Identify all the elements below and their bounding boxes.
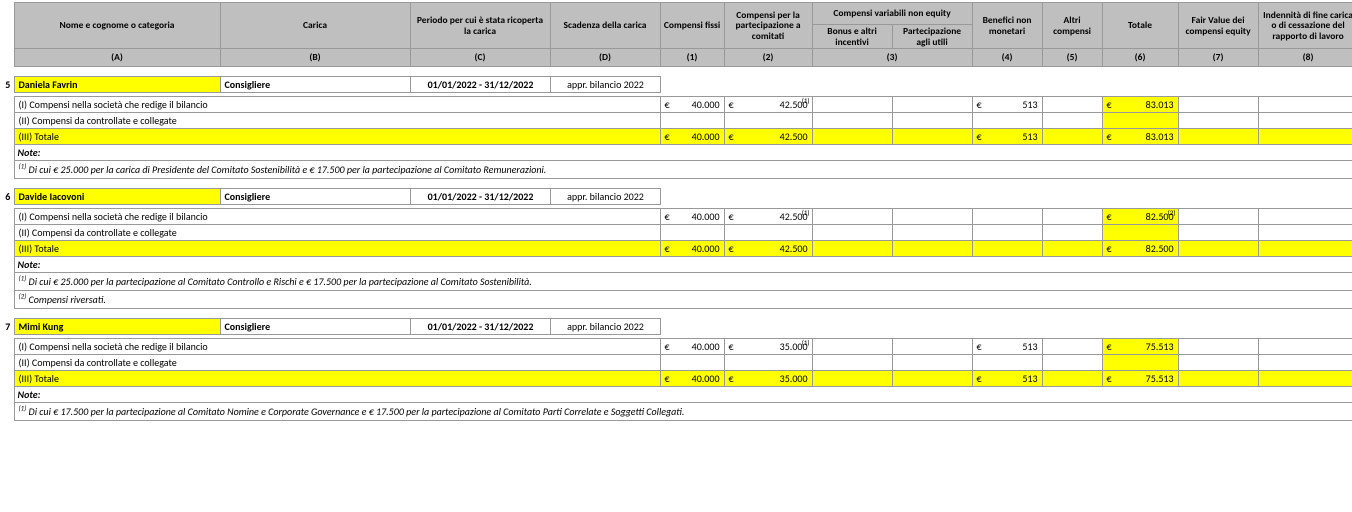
lbl-4: (4) — [972, 49, 1042, 67]
person-name: Daniela Favrin — [14, 77, 220, 93]
note-label: Note: — [14, 387, 1352, 403]
row-label-1: (I) Compensi nella società che redige il… — [14, 209, 660, 225]
person-expiry: appr. bilancio 2022 — [550, 319, 660, 335]
note-line: (1) Di cui € 25.000 per la carica di Pre… — [2, 161, 1352, 179]
row-compensi-societa: (I) Compensi nella società che redige il… — [2, 209, 1352, 225]
note-header: Note: — [2, 257, 1352, 273]
hdr-c2: Compensi per la partecipazione a comitat… — [724, 3, 812, 49]
row-label-3: (III) Totale — [14, 241, 660, 257]
person-expiry: appr. bilancio 2022 — [550, 189, 660, 205]
entry-header-row: 5Daniela FavrinConsigliere01/01/2022 - 3… — [2, 77, 1352, 93]
row-totale: (III) Totale€40.000€35.000€513€75.513 — [2, 371, 1352, 387]
row-compensi-controllate: (II) Compensi da controllate e collegate — [2, 355, 1352, 371]
row-totale: (III) Totale€40.000€42.500€82.500 — [2, 241, 1352, 257]
table-body: 5Daniela FavrinConsigliere01/01/2022 - 3… — [2, 67, 1352, 421]
row-label-1: (I) Compensi nella società che redige il… — [14, 339, 660, 355]
lbl-8: (8) — [1258, 49, 1352, 67]
row-compensi-societa: (I) Compensi nella società che redige il… — [2, 97, 1352, 113]
row-compensi-societa: (I) Compensi nella società che redige il… — [2, 339, 1352, 355]
hdr-c3a: Bonus e altri incentivi — [812, 25, 892, 49]
lbl-3: (3) — [812, 49, 972, 67]
note-label: Note: — [14, 257, 1352, 273]
row-label-2: (II) Compensi da controllate e collegate — [14, 355, 660, 371]
hdr-c3: Compensi variabili non equity — [812, 3, 972, 25]
hdr-name: Nome e cognome o categoria — [14, 3, 220, 49]
entry-header-row: 7Mimi KungConsigliere01/01/2022 - 31/12/… — [2, 319, 1352, 335]
hdr-c6: Totale — [1102, 3, 1178, 49]
hdr-c3b: Partecipazione agli utili — [892, 25, 972, 49]
person-period: 01/01/2022 - 31/12/2022 — [410, 189, 550, 205]
compensation-table: Nome e cognome o categoria Carica Period… — [2, 2, 1352, 421]
row-compensi-controllate: (II) Compensi da controllate e collegate — [2, 225, 1352, 241]
person-name: Mimi Kung — [14, 319, 220, 335]
person-role: Consigliere — [220, 319, 410, 335]
person-period: 01/01/2022 - 31/12/2022 — [410, 319, 550, 335]
note-line: (2) Compensi riversati. — [2, 291, 1352, 309]
hdr-c5: Altri compensi — [1042, 3, 1102, 49]
row-label-1: (I) Compensi nella società che redige il… — [14, 97, 660, 113]
hdr-c4: Benefici non monetari — [972, 3, 1042, 49]
hdr-c1: Compensi fissi — [660, 3, 724, 49]
person-role: Consigliere — [220, 77, 410, 93]
lbl-5: (5) — [1042, 49, 1102, 67]
person-name: Davide Iacovoni — [14, 189, 220, 205]
hdr-expiry: Scadenza della carica — [550, 3, 660, 49]
entry-header-row: 6Davide IacovoniConsigliere01/01/2022 - … — [2, 189, 1352, 205]
row-label-3: (III) Totale — [14, 129, 660, 145]
row-totale: (III) Totale€40.000€42.500€513€83.013 — [2, 129, 1352, 145]
hdr-c7: Fair Value dei compensi equity — [1178, 3, 1258, 49]
note-header: Note: — [2, 387, 1352, 403]
lbl-A: (A) — [14, 49, 220, 67]
lbl-2: (2) — [724, 49, 812, 67]
note-line: (1) Di cui € 17.500 per la partecipazion… — [2, 403, 1352, 421]
row-label-2: (II) Compensi da controllate e collegate — [14, 113, 660, 129]
note-header: Note: — [2, 145, 1352, 161]
hdr-role: Carica — [220, 3, 410, 49]
lbl-B: (B) — [220, 49, 410, 67]
table-header: Nome e cognome o categoria Carica Period… — [2, 3, 1352, 67]
lbl-1: (1) — [660, 49, 724, 67]
note-line: (1) Di cui € 25.000 per la partecipazion… — [2, 273, 1352, 291]
row-compensi-controllate: (II) Compensi da controllate e collegate — [2, 113, 1352, 129]
lbl-6: (6) — [1102, 49, 1178, 67]
person-period: 01/01/2022 - 31/12/2022 — [410, 77, 550, 93]
note-label: Note: — [14, 145, 1352, 161]
hdr-period: Periodo per cui è stata ricoperta la car… — [410, 3, 550, 49]
lbl-7: (7) — [1178, 49, 1258, 67]
hdr-c8: Indennità di fine carica o di cessazione… — [1258, 3, 1352, 49]
row-label-3: (III) Totale — [14, 371, 660, 387]
lbl-D: (D) — [550, 49, 660, 67]
lbl-C: (C) — [410, 49, 550, 67]
person-expiry: appr. bilancio 2022 — [550, 77, 660, 93]
row-label-2: (II) Compensi da controllate e collegate — [14, 225, 660, 241]
person-role: Consigliere — [220, 189, 410, 205]
